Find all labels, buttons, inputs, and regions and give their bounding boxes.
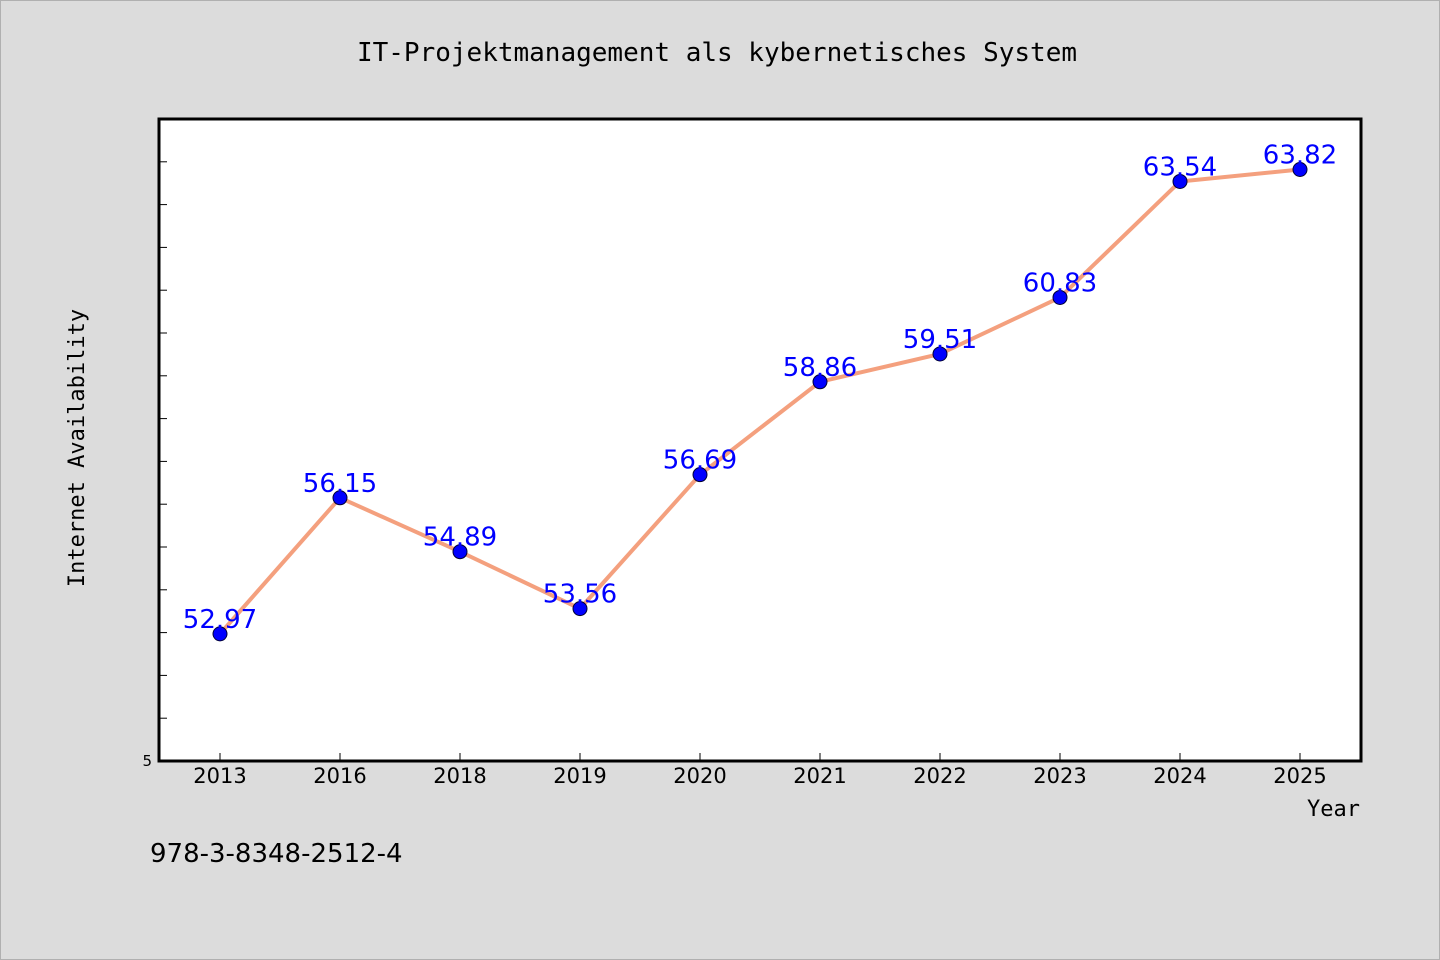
data-label: 54.89 — [423, 523, 497, 553]
data-label: 59.51 — [903, 325, 977, 355]
data-point-marker — [692, 467, 708, 483]
x-tick-label: 2016 — [313, 764, 366, 788]
x-axis-ticks: 2013 2016 2018 2019 2020 2021 2022 2023 2024 2025 — [193, 753, 1327, 788]
x-tick-label: 2025 — [1273, 764, 1326, 788]
plot-area — [157, 117, 1363, 763]
chart-title: IT-Projektmanagement als kybernetisches … — [357, 38, 1077, 68]
x-tick-label: 2021 — [793, 764, 846, 788]
series-group: 52.97 56.15 54.89 53.56 56.69 58.86 59.51 60.83… — [183, 141, 1337, 642]
data-point-marker — [572, 601, 588, 617]
data-label: 58.86 — [783, 353, 857, 383]
data-point-marker — [1052, 289, 1068, 305]
x-tick-label: 2019 — [553, 764, 606, 788]
x-tick-label: 2018 — [433, 764, 486, 788]
x-tick-label: 2024 — [1153, 764, 1206, 788]
data-point-marker — [1292, 162, 1308, 178]
data-point-marker — [332, 490, 348, 506]
data-label: 56.69 — [663, 446, 737, 476]
y-axis-ticks — [159, 161, 167, 719]
data-label: 60.83 — [1023, 268, 1097, 298]
data-label: 56.15 — [303, 469, 377, 499]
x-tick-label: 2023 — [1033, 764, 1086, 788]
x-axis-title: Year — [1307, 797, 1360, 822]
y-axis-title: Internet Availability — [65, 309, 90, 587]
x-tick-label: 2013 — [193, 764, 246, 788]
data-label: 63.82 — [1263, 141, 1337, 171]
data-point-marker — [932, 346, 948, 362]
data-point-marker — [1172, 173, 1188, 189]
y-tick-label: 5 — [142, 752, 152, 770]
data-label: 52.97 — [183, 605, 257, 635]
x-tick-label: 2022 — [913, 764, 966, 788]
footer-isbn: 978-3-8348-2512-4 — [150, 839, 403, 869]
data-label: 63.54 — [1143, 152, 1217, 182]
data-label: 53.56 — [543, 580, 617, 610]
data-point-marker — [212, 626, 228, 642]
data-point-marker — [812, 374, 828, 390]
x-tick-label: 2020 — [673, 764, 726, 788]
data-point-marker — [452, 544, 468, 560]
series-line — [218, 167, 1301, 636]
